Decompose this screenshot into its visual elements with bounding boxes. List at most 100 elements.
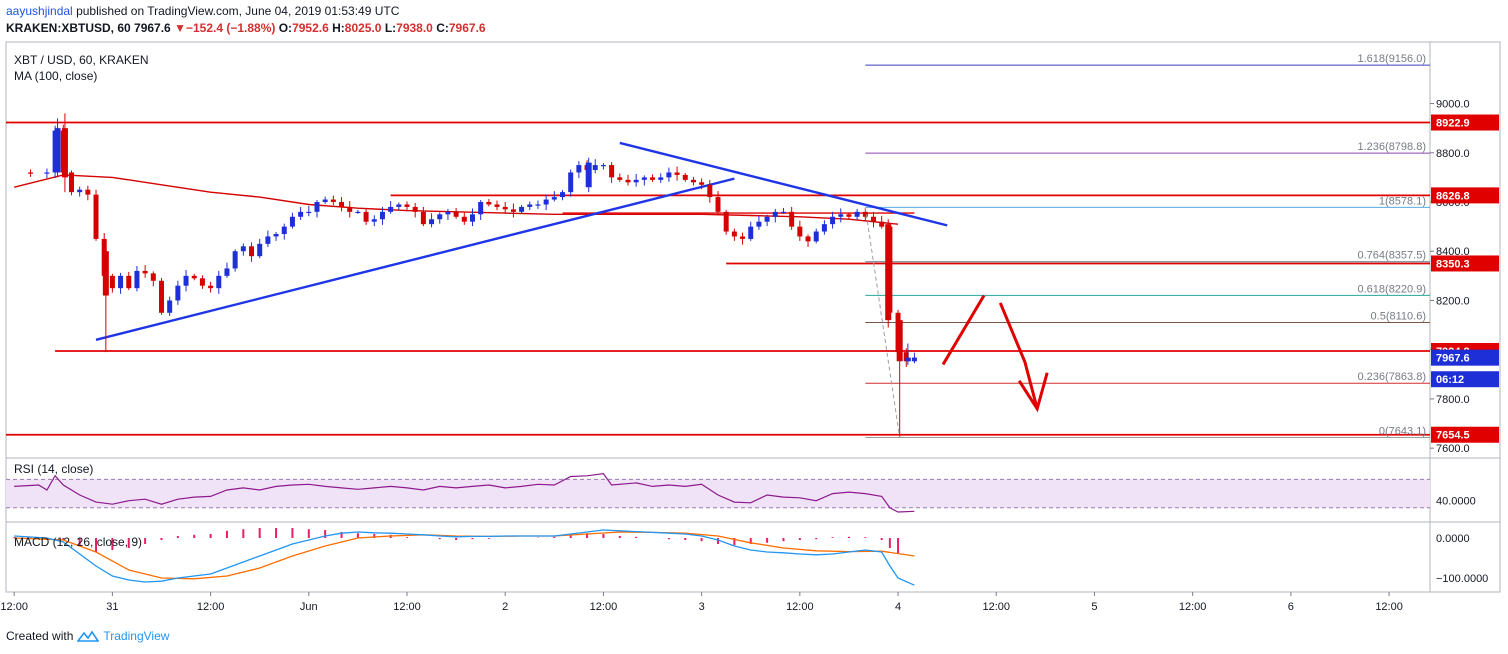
tradingview-logo-icon [77,630,100,642]
candle-body [551,197,557,200]
y-tick-label: 8200.0 [1436,295,1470,307]
candle-body [134,270,140,289]
candle-body [273,234,279,237]
price-level-tag [1431,114,1499,131]
last-price: 7967.6 [134,21,171,35]
x-tick-label: 12:00 [1179,601,1207,613]
candle-body [731,231,737,237]
tradingview-brand-link[interactable]: TradingView [103,629,170,643]
candle-body [617,177,623,180]
candle-body [904,357,911,362]
candle-body [199,278,205,286]
price-tag-label: 7967.6 [1436,353,1470,365]
rsi-line [14,472,915,513]
fib-level-label: 0.618(8220.9) [1358,283,1427,295]
candle-body [854,211,860,217]
candle-body [404,204,410,207]
candle-body [903,352,909,362]
low-value: 7938.0 [396,21,433,35]
change-value: −152.4 (−1.88%) [185,21,276,35]
candle-body [191,275,197,279]
candle-body [519,206,525,212]
price-level-tag-label: 7654.5 [1436,430,1470,442]
x-tick-label: 4 [895,601,901,613]
candle-body [379,211,385,220]
candle-body [911,357,917,362]
low-label: L: [384,21,397,35]
projection-arrow-down [998,302,1039,410]
y-tick-label: 8800.0 [1436,148,1470,160]
candle-body [44,172,50,174]
candle-body [150,273,156,281]
candle-body [61,128,68,178]
candle-body [388,206,394,212]
price-level-tag-label: 8350.3 [1436,258,1470,270]
candle-body [257,243,263,257]
candle-body [469,214,475,222]
open-value: 7952.6 [292,21,329,35]
candle-body [175,285,181,301]
candle-body [126,275,132,289]
price-level-tag [1431,187,1499,204]
candle-body [674,172,680,175]
x-tick-label: 31 [106,601,118,613]
x-tick-label: 12:00 [982,601,1010,613]
x-tick-label: 12:00 [1375,601,1403,613]
x-tick-label: 3 [699,601,705,613]
candle-body [715,197,721,212]
projection-arrow-up [941,294,986,366]
candle-body [797,226,803,237]
candle-body [600,165,606,167]
candle-body [527,204,533,207]
candle-body [885,224,892,321]
x-tick-label: 12:00 [197,601,225,613]
y-tick-label: 8400.0 [1436,246,1470,258]
candle-body [535,204,541,206]
candle-body [68,172,74,193]
candle-body [502,206,508,210]
macd-tick-label: 0.0000 [1436,533,1470,545]
candle-body [666,172,672,178]
candle-body [420,211,426,225]
candle-body [453,211,459,217]
candle-body [429,219,435,225]
fib-connector-line [864,207,901,438]
candle-body [896,320,903,362]
candle-body [142,270,148,274]
candle-body [870,216,876,222]
close-label: C: [436,21,449,35]
price-tag-label: 06:12 [1436,374,1464,386]
candle-body [167,300,173,313]
author-link[interactable]: aayushjindal [6,4,73,18]
candle-body [560,192,566,198]
candle-body [355,211,361,214]
x-tick-label: 12:00 [786,601,814,613]
candle-body [77,189,83,193]
candle-body [862,211,868,217]
y-tick-label: 7800.0 [1436,394,1470,406]
candle-body [682,174,688,180]
candle-body [830,216,836,225]
candle-body [838,214,844,217]
candle-body [543,199,549,205]
x-tick-label: 12:00 [590,601,618,613]
candle-body [208,285,214,289]
price-pane-title: XBT / USD, 60, KRAKEN [14,53,149,67]
x-tick-label: 2 [502,601,508,613]
candle-body [412,206,418,212]
symbol-label: KRAKEN:XBTUSD, 60 [6,21,131,35]
candle-body [289,216,295,227]
candle-body [748,226,754,239]
price-tag [1431,349,1499,366]
candle-body [789,211,795,227]
candle-body [216,275,222,289]
candle-body [772,211,778,217]
candle-body [330,199,336,202]
candle-body [690,179,696,183]
candle-body [28,172,34,174]
candle-body [314,202,320,212]
close-value: 7967.6 [448,21,486,35]
y-tick-label: 7600.0 [1436,443,1470,455]
change-arrow-icon: ▼ [174,21,186,35]
